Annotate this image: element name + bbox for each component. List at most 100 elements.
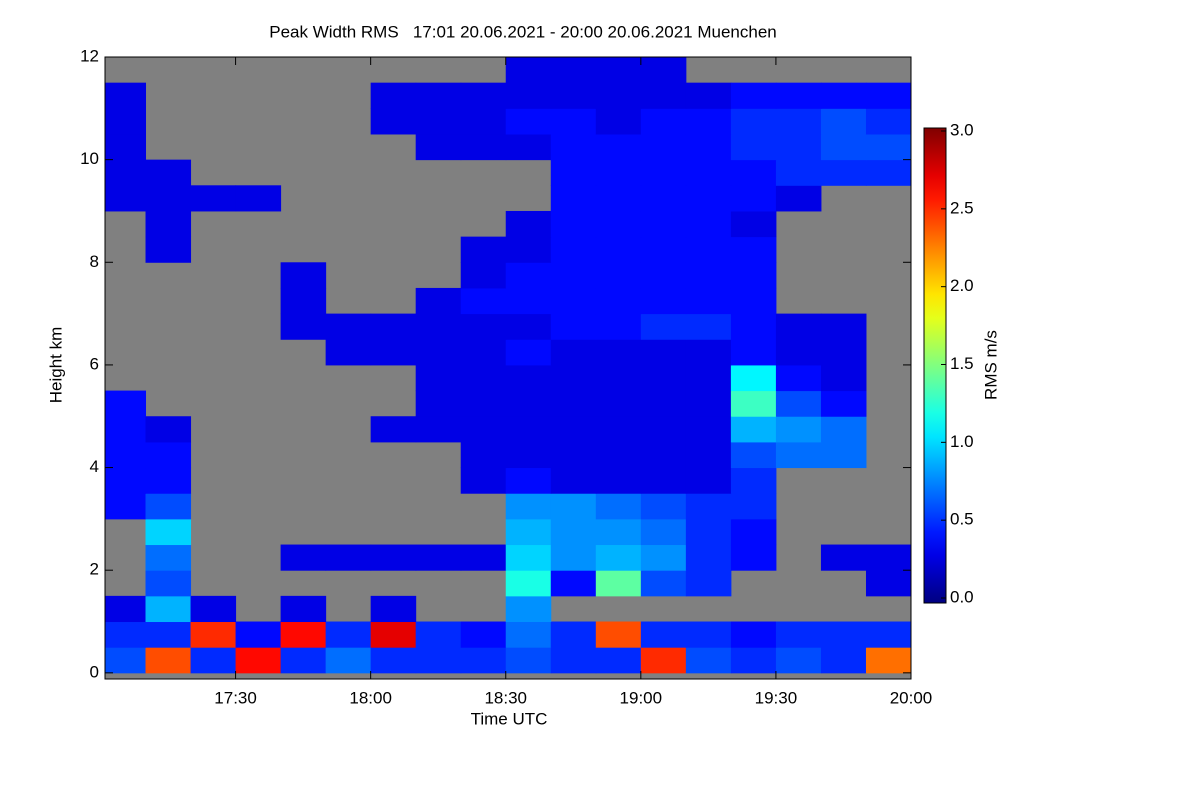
- heatmap-cell: [865, 159, 911, 186]
- heatmap-cell: [105, 621, 147, 648]
- heatmap-cell: [105, 595, 147, 623]
- colorbar-tick-label: 1.5: [950, 354, 974, 373]
- heatmap-cell: [550, 467, 597, 494]
- heatmap-cell: [640, 108, 687, 135]
- heatmap-cell: [685, 364, 732, 392]
- heatmap-cell: [640, 313, 687, 340]
- heatmap-cell: [820, 108, 867, 135]
- heatmap-cell: [505, 57, 552, 84]
- heatmap-cell: [550, 416, 597, 443]
- heatmap-cell: [550, 544, 597, 571]
- heatmap-cell: [550, 262, 597, 289]
- heatmap-cell: [505, 236, 552, 263]
- heatmap-cell: [685, 390, 732, 417]
- heatmap-cell: [595, 159, 642, 186]
- heatmap-cell: [730, 82, 777, 109]
- heatmap-cell: [190, 185, 237, 212]
- heatmap-cell: [145, 416, 192, 443]
- heatmap-cell: [145, 518, 192, 546]
- heatmap-cell: [415, 133, 462, 161]
- heatmap-cell: [190, 647, 237, 674]
- colorbar-tick-label: 3.0: [950, 120, 974, 139]
- heatmap-cell: [595, 467, 642, 494]
- heatmap-cell: [460, 467, 507, 494]
- heatmap-cell: [820, 339, 867, 366]
- heatmap-cell: [325, 621, 372, 648]
- heatmap-cell: [370, 595, 417, 623]
- heatmap-cell: [105, 493, 147, 520]
- heatmap-cell: [775, 133, 822, 161]
- heatmap-cell: [595, 390, 642, 417]
- heatmap-cell: [595, 236, 642, 263]
- heatmap-cell: [775, 185, 822, 212]
- heatmap-cell: [730, 416, 777, 443]
- heatmap-cell: [640, 339, 687, 366]
- heatmap-cell: [550, 185, 597, 212]
- heatmap-cell: [775, 313, 822, 340]
- heatmap-cell: [730, 287, 777, 315]
- heatmap-cell: [685, 339, 732, 366]
- heatmap-cell: [370, 621, 417, 648]
- heatmap-cell: [685, 262, 732, 289]
- heatmap-cell: [550, 210, 597, 238]
- x-tick-label: 20:00: [890, 688, 933, 707]
- heatmap-cell: [640, 390, 687, 417]
- heatmap-cell: [595, 287, 642, 315]
- x-tick-label: 19:00: [620, 688, 663, 707]
- heatmap-cell: [685, 210, 732, 238]
- heatmap-cell: [460, 390, 507, 417]
- heatmap-cell: [550, 159, 597, 186]
- heatmap-cell: [505, 493, 552, 520]
- heatmap-cell: [730, 390, 777, 417]
- heatmap-cell: [685, 133, 732, 161]
- heatmap-cell: [640, 467, 687, 494]
- heatmap-cell: [730, 210, 777, 238]
- heatmap-cell: [415, 390, 462, 417]
- heatmap-cell: [505, 262, 552, 289]
- heatmap-cell: [685, 287, 732, 315]
- heatmap-cell: [640, 570, 687, 597]
- heatmap-cell: [505, 313, 552, 340]
- colorbar-tick-label: 2.5: [950, 198, 974, 217]
- y-tick-label: 6: [90, 354, 99, 373]
- heatmap-cell: [145, 159, 192, 186]
- heatmap-cell: [685, 416, 732, 443]
- heatmap-cell: [460, 544, 507, 571]
- heatmap-cell: [775, 108, 822, 135]
- heatmap-cell: [460, 647, 507, 674]
- heatmap-cell: [595, 621, 642, 648]
- heatmap-cell: [865, 621, 911, 648]
- heatmap-cell: [595, 493, 642, 520]
- heatmap-cell: [145, 185, 192, 212]
- heatmap-cell: [550, 108, 597, 135]
- colorbar: [923, 127, 947, 604]
- heatmap-cell: [505, 647, 552, 674]
- heatmap-cell: [105, 390, 147, 417]
- plot-frame: [104, 56, 912, 680]
- heatmap-cell: [730, 441, 777, 469]
- heatmap-cell: [685, 647, 732, 674]
- heatmap-cell: [685, 441, 732, 469]
- heatmap-cell: [550, 236, 597, 263]
- heatmap-cell: [460, 82, 507, 109]
- heatmap-cell: [775, 647, 822, 674]
- heatmap-cell: [820, 647, 867, 674]
- heatmap-cell: [370, 544, 417, 571]
- heatmap-cell: [460, 262, 507, 289]
- heatmap-cell: [820, 544, 867, 571]
- heatmap-cell: [280, 262, 327, 289]
- heatmap-cell: [820, 441, 867, 469]
- heatmap-cell: [280, 621, 327, 648]
- heatmap-cell: [105, 441, 147, 469]
- heatmap-cell: [550, 441, 597, 469]
- colorbar-tick-label: 1.0: [950, 432, 974, 451]
- heatmap-cell: [820, 364, 867, 392]
- heatmap-cell: [145, 493, 192, 520]
- heatmap-cell: [280, 544, 327, 571]
- heatmap-cell: [505, 390, 552, 417]
- heatmap-cell: [105, 108, 147, 135]
- heatmap-cell: [685, 82, 732, 109]
- heatmap-cell: [685, 467, 732, 494]
- heatmap-cell: [595, 364, 642, 392]
- heatmap-cell: [505, 595, 552, 623]
